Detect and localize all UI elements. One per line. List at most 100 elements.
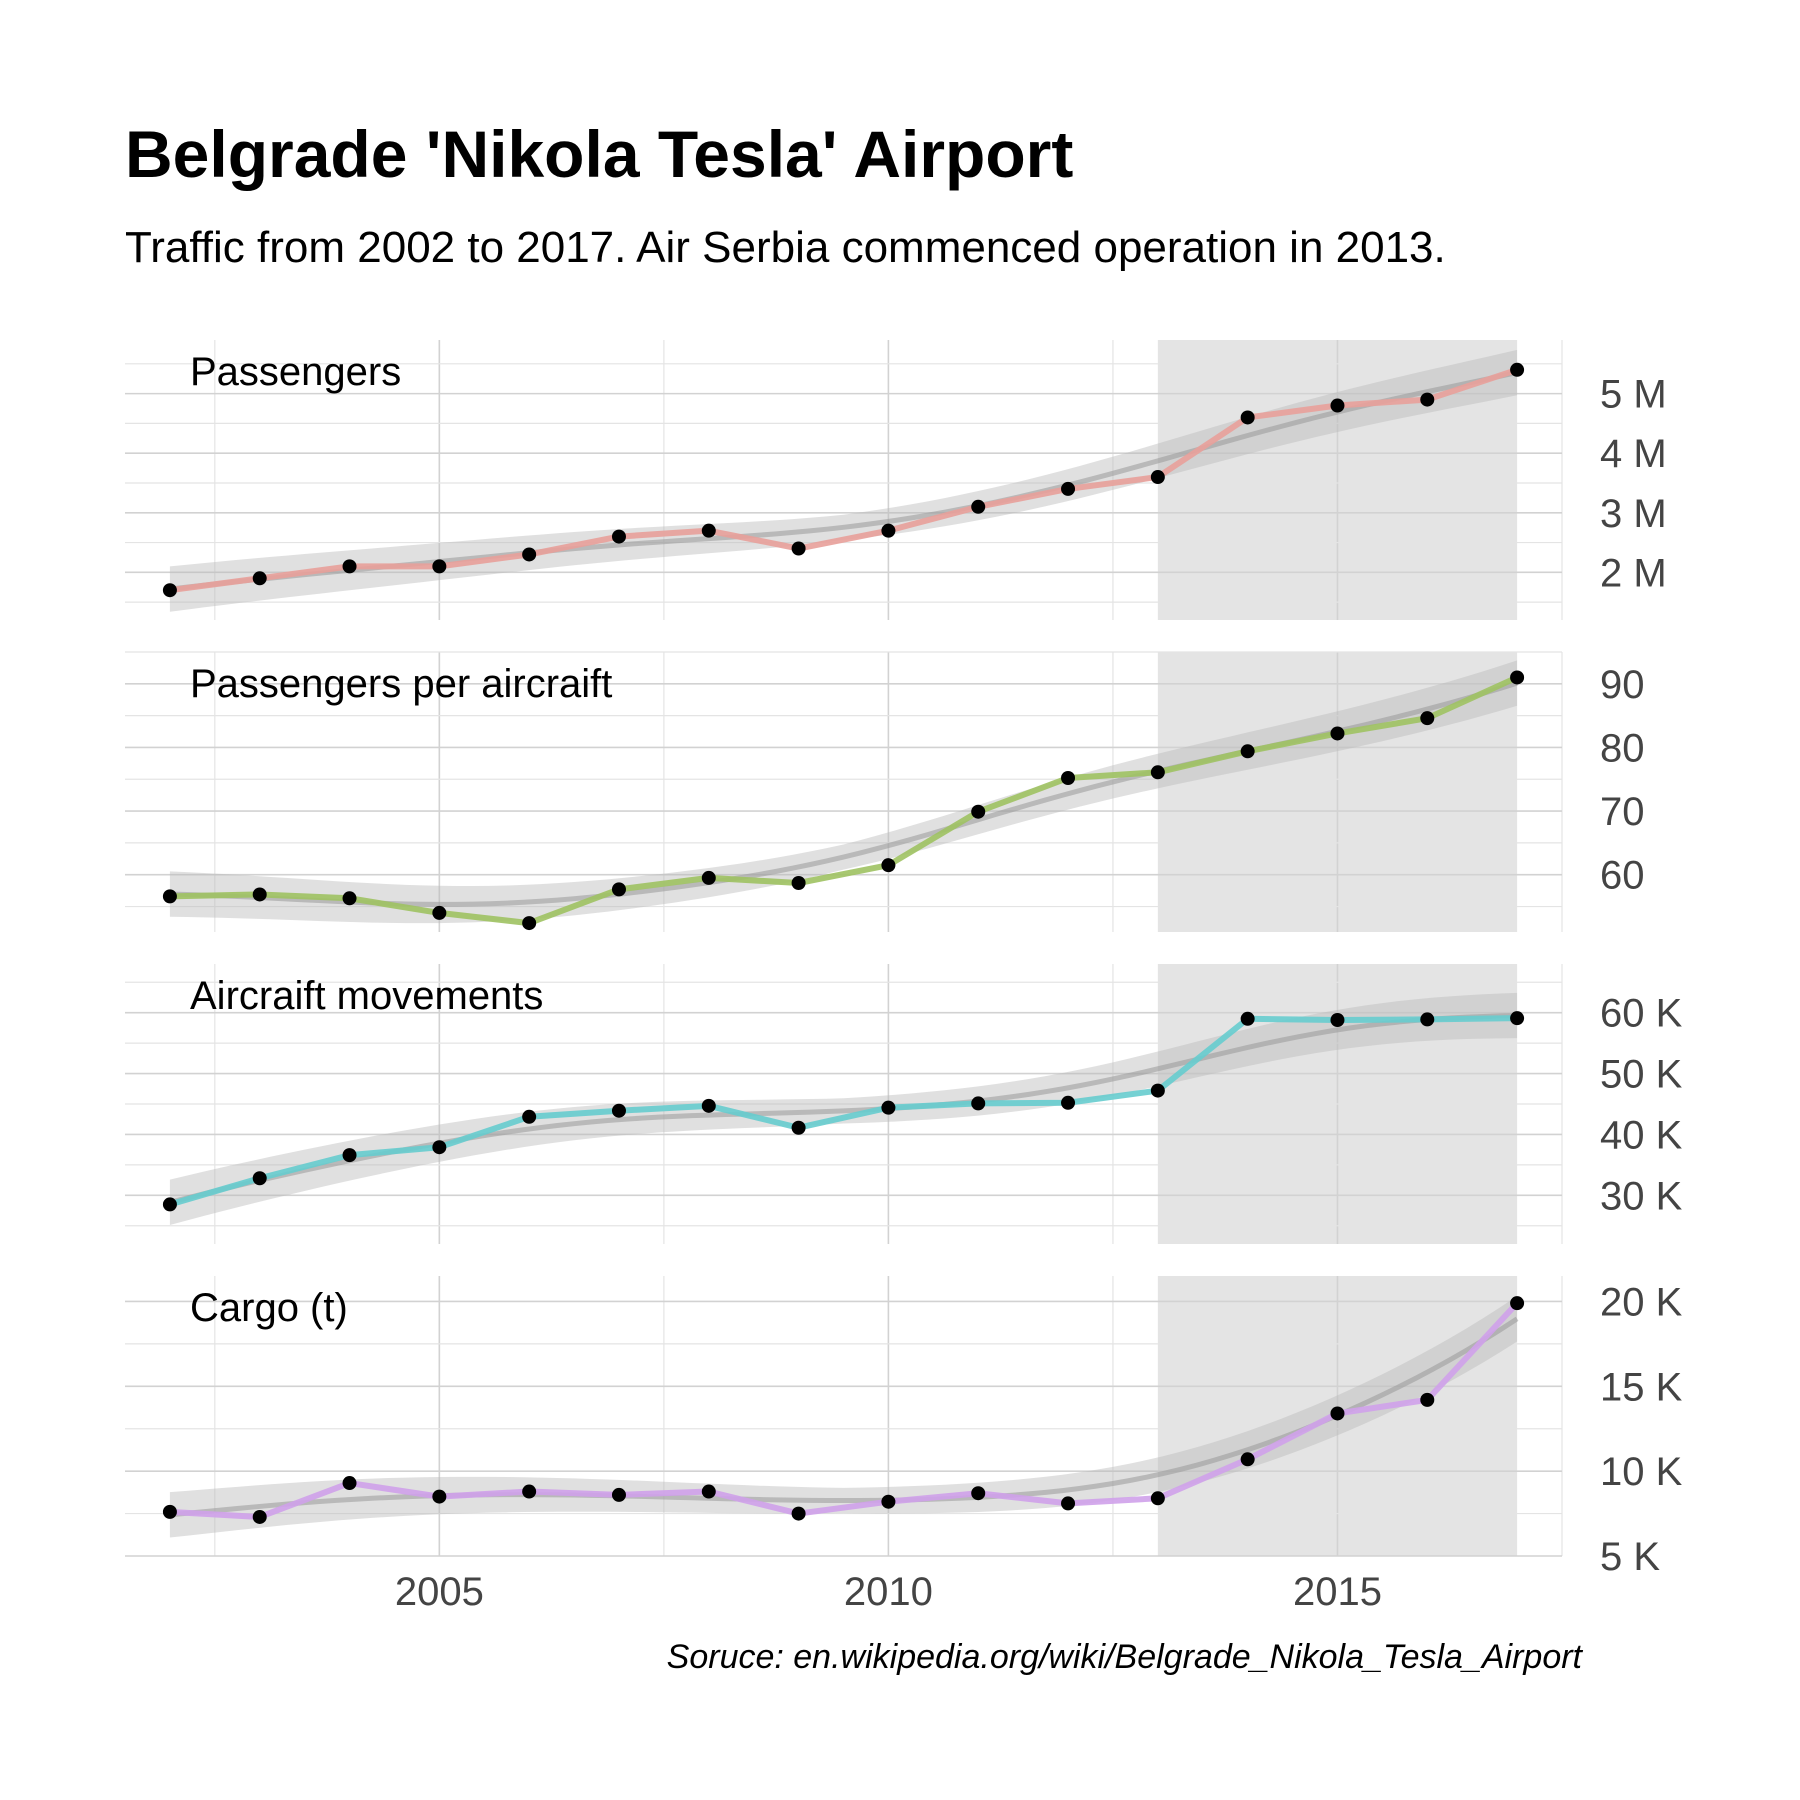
data-point (522, 1484, 537, 1499)
x-axis: 2005 2010 2015 (395, 1570, 1382, 1614)
data-point (791, 1120, 806, 1135)
data-point (881, 1494, 896, 1509)
data-point (522, 547, 537, 562)
facet-label: Passengers per aircraift (190, 662, 612, 706)
data-point (162, 583, 177, 598)
data-point (252, 887, 267, 902)
chart-title: Belgrade 'Nikola Tesla' Airport (125, 117, 1073, 191)
data-point (791, 1506, 806, 1521)
data-point (1061, 1095, 1076, 1110)
facet-panels: 2 M 3 M 4 M 5 M Passengers 60 70 80 90 Passengers… (125, 340, 1683, 1579)
y-tick-label: 10 K (1600, 1450, 1683, 1494)
data-point (971, 1486, 986, 1501)
data-point (1330, 398, 1345, 413)
y-tick-label: 80 (1600, 726, 1645, 770)
data-point (881, 858, 896, 873)
facet-label: Aircraift movements (190, 974, 543, 1018)
data-point (1240, 410, 1255, 425)
data-point (881, 523, 896, 538)
data-point (432, 905, 447, 920)
data-point (162, 889, 177, 904)
data-point (701, 1098, 716, 1113)
data-point (1061, 771, 1076, 785)
data-point (342, 1476, 357, 1491)
data-point (1240, 1011, 1255, 1026)
facet-label: Cargo (t) (190, 1286, 348, 1330)
data-point (522, 1109, 537, 1124)
data-point (252, 1171, 267, 1186)
data-point (791, 541, 806, 556)
data-point (611, 882, 626, 897)
y-tick-label: 60 (1600, 854, 1645, 898)
data-point (162, 1197, 177, 1212)
series-line (169, 1301, 1520, 1520)
data-point (1420, 392, 1435, 407)
y-tick-label: 3 M (1600, 492, 1667, 536)
y-tick-label: 20 K (1600, 1280, 1683, 1324)
y-tick-label: 5 K (1600, 1535, 1660, 1579)
data-point (971, 499, 986, 514)
data-point (1061, 1496, 1076, 1511)
data-point (1240, 744, 1255, 759)
data-point (1330, 726, 1345, 741)
x-tick-label: 2015 (1293, 1570, 1382, 1614)
data-point (1510, 1296, 1525, 1311)
y-tick-label: 5 M (1600, 373, 1667, 417)
x-tick-label: 2010 (844, 1570, 933, 1614)
y-tick-label: 60 K (1600, 992, 1683, 1036)
data-point (432, 1489, 447, 1504)
chart-subtitle: Traffic from 2002 to 2017. Air Serbia co… (125, 223, 1446, 272)
data-point (1330, 1406, 1345, 1421)
data-point (342, 559, 357, 574)
facet-panel: 2 M 3 M 4 M 5 M Passengers (125, 340, 1667, 620)
data-point (611, 1103, 626, 1118)
facet-panel: 60 70 80 90 Passengers per aircraift (125, 651, 1645, 932)
data-point (611, 1487, 626, 1502)
trend-confidence-band (169, 349, 1518, 612)
data-point (1240, 1452, 1255, 1467)
y-tick-label: 4 M (1600, 432, 1667, 476)
data-point (1150, 1491, 1165, 1506)
data-point (611, 529, 626, 544)
data-point (1510, 670, 1525, 685)
data-point (1150, 1083, 1165, 1098)
data-point (162, 1504, 177, 1519)
source-caption: Soruce: en.wikipedia.org/wiki/Belgrade_N… (667, 1638, 1584, 1676)
data-point (701, 1484, 716, 1499)
y-tick-label: 70 (1600, 790, 1645, 834)
data-point (1420, 1012, 1435, 1027)
data-point (252, 1509, 267, 1524)
y-tick-label: 2 M (1600, 551, 1667, 595)
data-point (971, 804, 986, 819)
series-line (169, 674, 1519, 927)
data-point (881, 1100, 896, 1115)
data-point (432, 1140, 447, 1155)
trend-confidence-band (169, 1296, 1518, 1538)
data-point (522, 916, 537, 931)
data-point (1150, 765, 1165, 780)
data-point (1061, 481, 1076, 496)
y-tick-label: 90 (1600, 663, 1645, 707)
data-point (971, 1096, 986, 1111)
data-point (701, 870, 716, 885)
y-tick-label: 30 K (1600, 1174, 1683, 1218)
data-point (791, 876, 806, 890)
data-point (1510, 362, 1525, 377)
facet-label: Passengers (190, 350, 401, 394)
x-tick-label: 2005 (395, 1570, 484, 1614)
data-point (1330, 1013, 1345, 1027)
data-point (1150, 470, 1165, 485)
data-point (701, 523, 716, 538)
y-tick-label: 40 K (1600, 1113, 1683, 1157)
y-tick-label: 50 K (1600, 1053, 1683, 1097)
data-point (432, 559, 447, 574)
series-line (169, 366, 1519, 594)
y-tick-label: 15 K (1600, 1365, 1683, 1409)
facet-panel: 30 K 40 K 50 K 60 K Aircraift movements (125, 964, 1683, 1244)
facet-panel: 5 K 10 K 15 K 20 K Cargo (t) (125, 1276, 1683, 1579)
data-point (1510, 1011, 1525, 1026)
data-point (1420, 711, 1435, 726)
data-point (342, 891, 357, 906)
data-point (1420, 1392, 1435, 1407)
